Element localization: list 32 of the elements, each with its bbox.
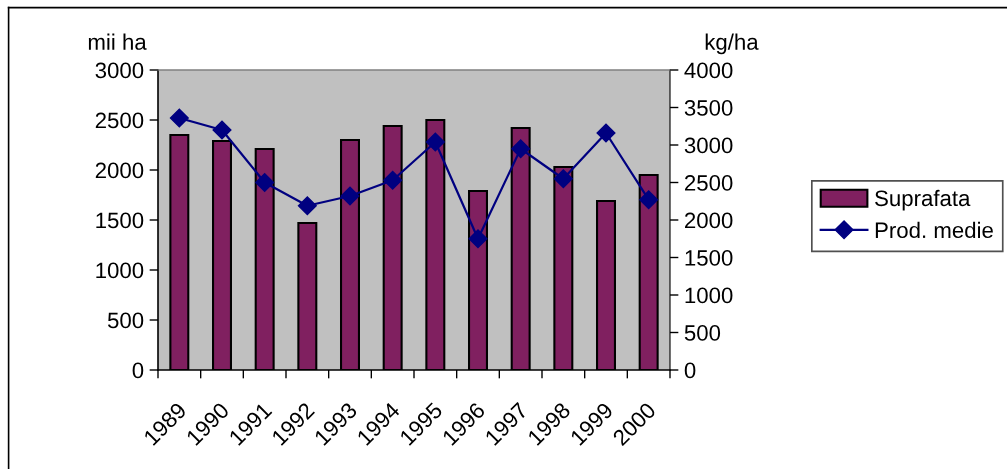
- y2-tick-label: 1500: [685, 250, 733, 266]
- y-tick-label: 2500: [95, 112, 144, 129]
- point: [511, 139, 531, 159]
- point: [639, 190, 659, 210]
- point: [340, 186, 360, 206]
- y2-tick-label: 500: [684, 325, 721, 341]
- point: [596, 123, 616, 143]
- y-tick-label: 1000: [96, 262, 144, 279]
- y2-tick-label: 1000: [685, 287, 733, 304]
- y2-tick-label: 4000: [684, 62, 733, 79]
- point: [297, 196, 317, 216]
- point: [425, 132, 445, 152]
- legend-label: Suprafata: [875, 189, 971, 211]
- legend-label: Prod. medie: [875, 221, 993, 239]
- y-tick-label: 0: [132, 362, 144, 379]
- y2-tick-label: 2500: [685, 175, 733, 191]
- y2-axis-title: kg/ha: [705, 33, 759, 55]
- y-tick-label: 500: [107, 312, 144, 329]
- y2-tick-label: 2000: [685, 212, 733, 229]
- y2-tick-label: 3000: [684, 137, 733, 154]
- y-tick-label: 3000: [95, 62, 144, 79]
- point: [169, 108, 189, 128]
- point: [212, 120, 232, 140]
- point: [255, 172, 275, 193]
- y-axis-title: mii ha: [88, 33, 147, 50]
- y2-tick-label: 0: [684, 362, 696, 379]
- point: [553, 169, 573, 189]
- y-tick-label: 2000: [95, 162, 144, 179]
- y2-tick-label: 3500: [684, 100, 733, 116]
- point: [383, 170, 403, 190]
- y-tick-label: 1500: [96, 212, 144, 229]
- point: [468, 229, 488, 249]
